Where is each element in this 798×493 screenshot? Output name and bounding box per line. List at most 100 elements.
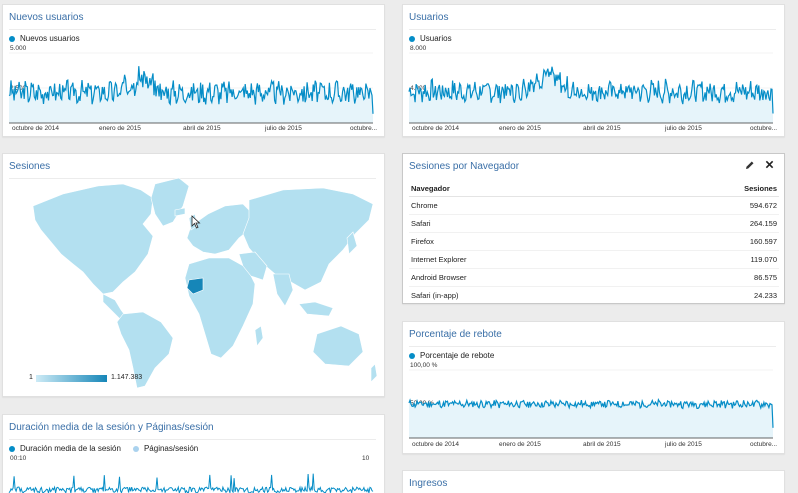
scale-min-label: 1 <box>29 374 33 381</box>
close-icon[interactable] <box>765 160 774 173</box>
widget-title[interactable]: Duración media de la sesión y Páginas/se… <box>9 422 214 433</box>
table-row[interactable]: Safari (in-app) 24.233 <box>409 286 779 303</box>
cell-browser: Chrome <box>409 196 638 215</box>
pencil-icon[interactable] <box>745 160 755 173</box>
table-row[interactable]: Android Browser 86.575 <box>409 268 779 287</box>
divider <box>9 29 376 30</box>
widget-sessions-map: Sesiones <box>2 153 385 397</box>
legend-dot <box>132 445 139 452</box>
legend: Nuevos usuarios <box>9 34 80 43</box>
cell-sessions: 594.672 <box>637 196 779 215</box>
map-region-north-america <box>32 183 154 295</box>
divider <box>409 346 776 347</box>
x-tick: julio de 2015 <box>665 441 702 448</box>
widget-title[interactable]: Ingresos <box>409 478 448 489</box>
column-header-sessions[interactable]: Sesiones <box>637 178 779 197</box>
widget-title[interactable]: Porcentaje de rebote <box>409 329 502 340</box>
legend-label: Duración media de la sesión <box>20 444 121 453</box>
x-tick: julio de 2015 <box>265 125 302 132</box>
x-tick: enero de 2015 <box>499 125 541 132</box>
widget-users: Usuarios Usuarios 8.000 4.000 octubre de… <box>402 4 785 137</box>
table-row[interactable]: Firefox 160.597 <box>409 232 779 251</box>
map-region-africa <box>184 257 256 359</box>
y-tick: 00:10 <box>10 455 27 462</box>
legend-dot <box>9 445 15 452</box>
x-tick: octubre de 2014 <box>12 125 59 132</box>
map-region-iceland <box>174 207 186 217</box>
scale-max-label: 1.147.383 <box>111 374 143 381</box>
x-tick: julio de 2015 <box>665 125 702 132</box>
legend-label: Usuarios <box>420 34 452 43</box>
x-tick: octubre de 2014 <box>412 441 459 448</box>
table-row[interactable]: Internet Explorer 119.070 <box>409 250 779 269</box>
legend: Usuarios <box>409 34 452 43</box>
y-tick: 8.000 <box>410 45 427 52</box>
widget-title[interactable]: Sesiones <box>9 161 51 172</box>
cell-browser: Android Browser <box>409 268 638 287</box>
map-region-asia <box>242 187 374 291</box>
legend-dot <box>409 352 415 359</box>
widget-new-users: Nuevos usuarios Nuevos usuarios 5.000 2.… <box>2 4 385 137</box>
x-tick: abril de 2015 <box>183 125 221 132</box>
cell-sessions: 264.159 <box>637 214 779 233</box>
legend-dot <box>9 35 15 42</box>
table-row[interactable]: Chrome 594.672 <box>409 196 779 215</box>
divider <box>9 178 376 179</box>
widget-title[interactable]: Sesiones por Navegador <box>409 161 520 172</box>
world-map[interactable] <box>3 154 385 397</box>
legend-item[interactable]: Porcentaje de rebote <box>409 351 494 360</box>
divider <box>9 439 376 440</box>
cell-sessions: 160.597 <box>637 232 779 251</box>
series-line <box>8 473 374 493</box>
line-chart[interactable] <box>408 52 774 124</box>
cell-browser: Firefox <box>409 232 638 251</box>
legend-item[interactable]: Nuevos usuarios <box>9 34 80 43</box>
legend-label: Porcentaje de rebote <box>420 351 495 360</box>
map-region-new-zealand <box>370 363 378 383</box>
widget-title[interactable]: Usuarios <box>409 12 449 23</box>
cell-browser: Safari (in-app) <box>409 286 638 303</box>
cell-browser: Safari <box>409 214 638 233</box>
legend-item[interactable]: Usuarios <box>409 34 452 43</box>
line-chart[interactable] <box>408 369 774 439</box>
column-header-browser[interactable]: Navegador <box>409 178 638 197</box>
map-region-europe <box>186 203 254 255</box>
y-tick: 10 <box>362 455 370 462</box>
legend-dot <box>409 35 415 42</box>
cell-sessions: 119.070 <box>637 250 779 269</box>
map-region-indonesia <box>298 301 334 317</box>
cell-sessions: 86.575 <box>637 268 779 287</box>
cell-browser: Internet Explorer <box>409 250 638 269</box>
x-tick: enero de 2015 <box>99 125 141 132</box>
map-region-south-america <box>116 311 174 389</box>
widget-title[interactable]: Nuevos usuarios <box>9 12 84 23</box>
widget-revenue: Ingresos <box>402 470 785 493</box>
legend-label: Nuevos usuarios <box>20 34 80 43</box>
x-tick: octubre... <box>350 125 378 132</box>
series-area <box>409 66 773 123</box>
x-tick: enero de 2015 <box>499 441 541 448</box>
line-chart[interactable] <box>8 467 374 493</box>
legend-item[interactable]: Duración media de la sesión <box>9 444 121 453</box>
legend: Porcentaje de rebote <box>409 351 494 360</box>
series-line <box>8 66 374 114</box>
mouse-cursor-icon <box>191 215 201 229</box>
series-line <box>408 397 774 428</box>
line-chart[interactable] <box>8 52 374 124</box>
browser-table: Navegador Sesiones Chrome 594.672 Safari 2… <box>409 178 779 303</box>
widget-tools <box>745 160 774 173</box>
color-scale-bar <box>36 375 107 382</box>
map-region-japan <box>346 231 358 255</box>
x-tick: octubre... <box>750 125 778 132</box>
series-line <box>408 66 774 114</box>
legend-item[interactable]: Páginas/sesión <box>132 444 198 453</box>
map-region-india <box>272 273 294 307</box>
widget-browser-sessions: Sesiones por Navegador Navegador Sesione… <box>402 153 785 304</box>
cell-sessions: 24.233 <box>637 286 779 303</box>
x-tick: octubre... <box>750 441 778 448</box>
table-row[interactable]: Safari 264.159 <box>409 214 779 233</box>
x-tick: abril de 2015 <box>583 125 621 132</box>
x-tick: abril de 2015 <box>583 441 621 448</box>
x-tick: octubre de 2014 <box>412 125 459 132</box>
widget-bounce-rate: Porcentaje de rebote Porcentaje de rebot… <box>402 321 785 454</box>
